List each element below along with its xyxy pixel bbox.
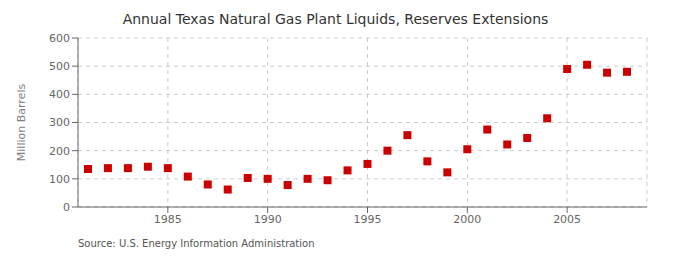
- svg-text:300: 300: [49, 116, 70, 129]
- svg-text:Million Barrels: Million Barrels: [15, 84, 28, 162]
- svg-text:100: 100: [49, 173, 70, 186]
- svg-text:0: 0: [63, 201, 70, 214]
- svg-text:1985: 1985: [154, 213, 182, 226]
- svg-text:600: 600: [49, 32, 70, 45]
- svg-text:2000: 2000: [453, 213, 481, 226]
- svg-text:1995: 1995: [353, 213, 381, 226]
- svg-text:2005: 2005: [553, 213, 581, 226]
- svg-text:200: 200: [49, 145, 70, 158]
- html-text:Annual Texas Natural Gas Plant: Annual Texas Natural Gas Plant Liquids, …: [122, 11, 549, 27]
- svg-text:400: 400: [49, 88, 70, 101]
- html-text:Source: U.S. Energy Informatio: Source: U.S. Energy Information Administ…: [78, 238, 315, 249]
- svg-text:1990: 1990: [254, 213, 282, 226]
- svg-text:500: 500: [49, 60, 70, 73]
